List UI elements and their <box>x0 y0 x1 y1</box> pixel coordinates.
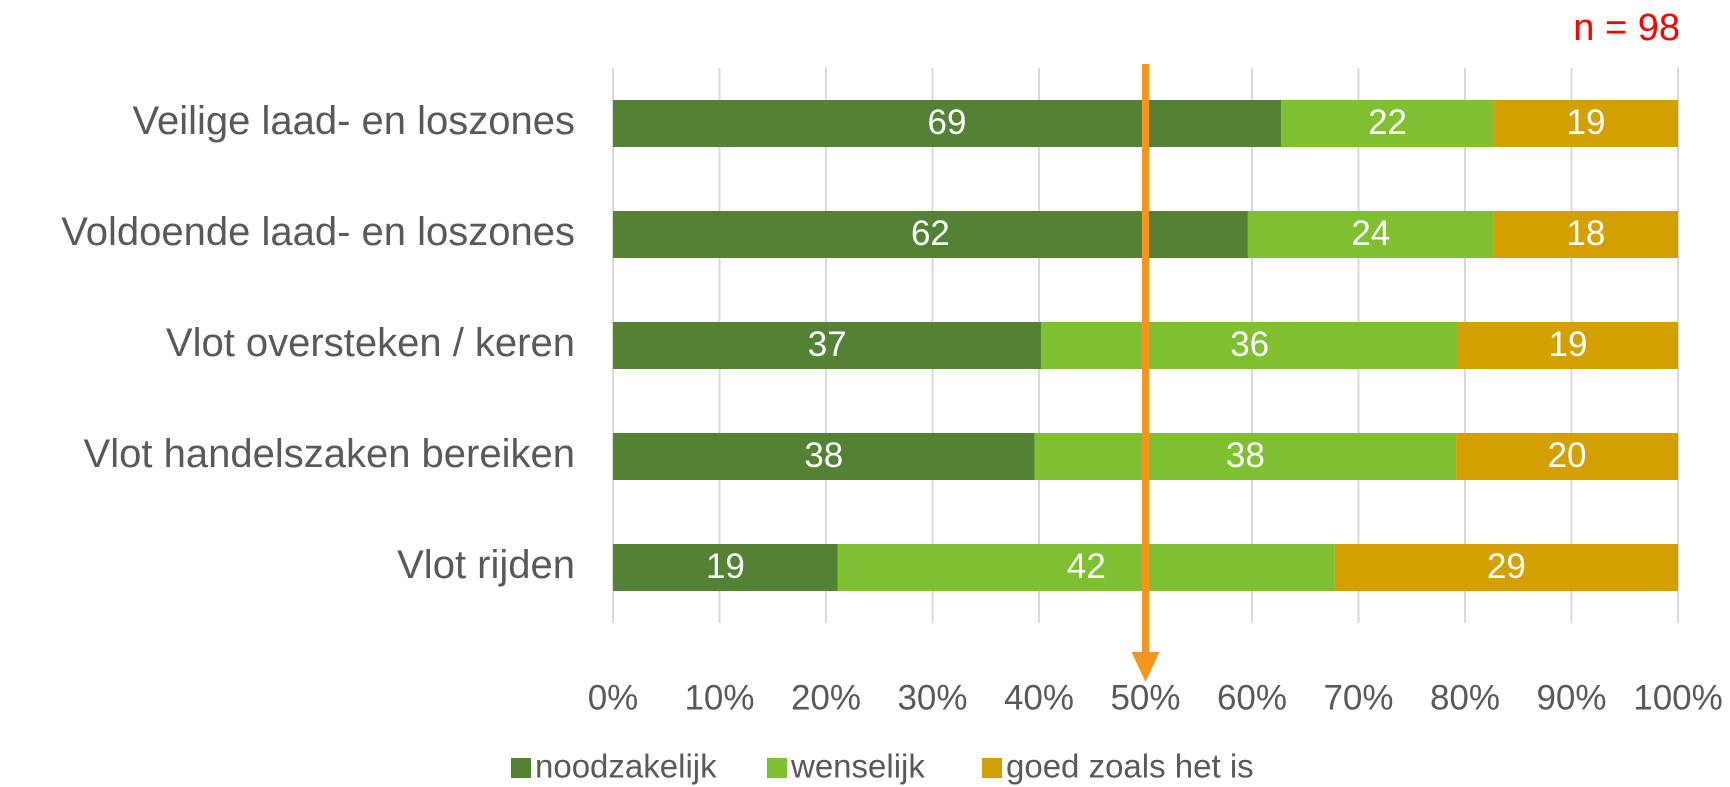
x-tick-label: 30% <box>897 678 967 717</box>
x-tick-label: 40% <box>1004 678 1074 717</box>
bar-segment <box>613 322 1042 369</box>
x-tick-label: 50% <box>1110 678 1180 717</box>
legend-swatch <box>511 758 531 778</box>
x-tick-label: 60% <box>1217 678 1287 717</box>
bar-segment <box>613 544 838 591</box>
bar-segment <box>1493 211 1678 258</box>
data-label: 37 <box>808 325 847 364</box>
x-tick-label: 10% <box>684 678 754 717</box>
x-tick-label: 100% <box>1633 678 1723 717</box>
y-tick-label: Voldoende laad- en loszones <box>61 210 575 254</box>
y-tick-label: Vlot handelszaken bereiken <box>84 432 575 476</box>
data-label: 29 <box>1487 547 1526 586</box>
legend-label: goed zoals het is <box>1006 748 1254 785</box>
bar-segment <box>613 100 1282 147</box>
data-label: 24 <box>1351 214 1390 253</box>
data-label: 19 <box>1549 325 1588 364</box>
bar-segment <box>1041 322 1459 369</box>
x-tick-label: 80% <box>1430 678 1500 717</box>
data-label: 62 <box>911 214 950 253</box>
data-label: 18 <box>1566 214 1605 253</box>
bar-segment <box>1456 433 1678 480</box>
x-tick-label: 20% <box>791 678 861 717</box>
bar-segment <box>837 544 1335 591</box>
data-label: 22 <box>1368 103 1407 142</box>
legend-label: noodzakelijk <box>535 748 717 785</box>
data-label: 20 <box>1548 436 1587 475</box>
bar-segment <box>1334 544 1678 591</box>
annotation: n = 98 <box>1573 7 1680 49</box>
bar-segment <box>1281 100 1495 147</box>
y-tick-label: Veilige laad- en loszones <box>132 99 575 143</box>
x-tick-label: 70% <box>1323 678 1393 717</box>
bar-segment <box>1494 100 1678 147</box>
x-tick-label: 0% <box>588 678 639 717</box>
data-label: 36 <box>1230 325 1269 364</box>
bar-segment <box>613 433 1035 480</box>
bar-segment <box>1034 433 1457 480</box>
data-label: 19 <box>706 547 745 586</box>
legend-swatch <box>767 758 787 778</box>
y-tick-label: Vlot oversteken / keren <box>166 321 575 365</box>
data-label: 42 <box>1067 547 1106 586</box>
data-label: 38 <box>804 436 843 475</box>
data-label: 38 <box>1226 436 1265 475</box>
legend-label: wenselijk <box>790 748 925 785</box>
reference-arrowhead <box>1131 652 1160 682</box>
bar-segment <box>1458 322 1678 369</box>
y-tick-label: Vlot rijden <box>397 543 575 587</box>
data-label: 69 <box>928 103 967 142</box>
x-tick-label: 90% <box>1536 678 1606 717</box>
legend-swatch <box>982 758 1002 778</box>
data-label: 19 <box>1567 103 1606 142</box>
bar-segment <box>1247 211 1494 258</box>
